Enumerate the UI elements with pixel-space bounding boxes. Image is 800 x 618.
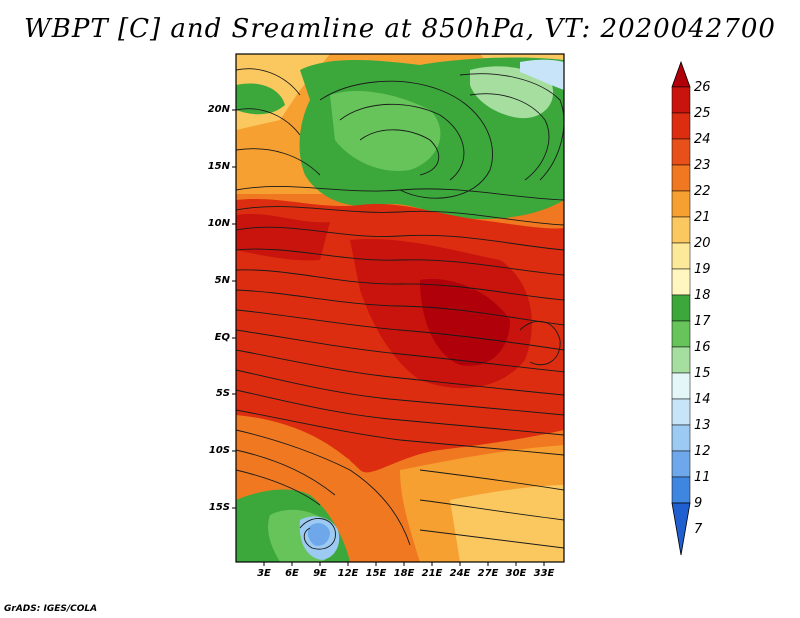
colorbar-label-14: 14 [694,392,711,407]
colorbar [671,60,691,556]
lat-label-10s: 10S [208,445,230,456]
colorbar-label-22: 22 [694,184,711,199]
lat-label-5s: 5S [215,388,230,399]
lon-label-6e: 6E [285,568,299,579]
lat-ticks [232,109,236,509]
colorbar-label-17: 17 [694,314,711,329]
lon-label-18e: 18E [393,568,415,579]
lon-label-15e: 15E [365,568,387,579]
lon-label-12e: 12E [337,568,359,579]
temperature-field [236,54,564,562]
colorbar-label-19: 19 [694,262,711,277]
colorbar-label-12: 12 [694,444,711,459]
lon-ticks [263,562,545,566]
colorbar-label-18: 18 [694,288,711,303]
lat-label-eq: EQ [214,332,230,343]
lon-label-21e: 21E [421,568,443,579]
map-title: WBPT [C] and Sreamline at 850hPa, VT: 20… [24,14,776,44]
footer-credit: GrADS: IGES/COLA [4,604,98,614]
colorbar-label-13: 13 [694,418,711,433]
colorbar-label-11: 11 [694,470,711,485]
colorbar-label-26: 26 [694,80,711,95]
lon-label-9e: 9E [313,568,327,579]
colorbar-label-7: 7 [694,522,703,537]
colorbar-label-15: 15 [694,366,711,381]
colorbar-label-9: 9 [694,496,703,511]
colorbar-top-arrow [671,60,691,88]
streamlines [236,68,564,550]
lon-label-24e: 24E [449,568,471,579]
colorbar-bottom-arrow [671,502,691,556]
lon-label-30e: 30E [505,568,527,579]
colorbar-label-20: 20 [694,236,711,251]
map-frame [235,53,565,563]
colorbar-label-21: 21 [694,210,711,225]
colorbar-label-24: 24 [694,132,711,147]
lat-label-15n: 15N [207,161,230,172]
colorbar-label-23: 23 [694,158,711,173]
lon-label-33e: 33E [533,568,555,579]
lon-label-27e: 27E [477,568,499,579]
lat-label-20n: 20N [207,104,230,115]
lat-label-10n: 10N [207,218,230,229]
lon-label-3e: 3E [257,568,271,579]
lat-label-15s: 15S [208,502,230,513]
colorbar-label-25: 25 [694,106,711,121]
colorbar-label-16: 16 [694,340,711,355]
lat-label-5n: 5N [214,275,230,286]
